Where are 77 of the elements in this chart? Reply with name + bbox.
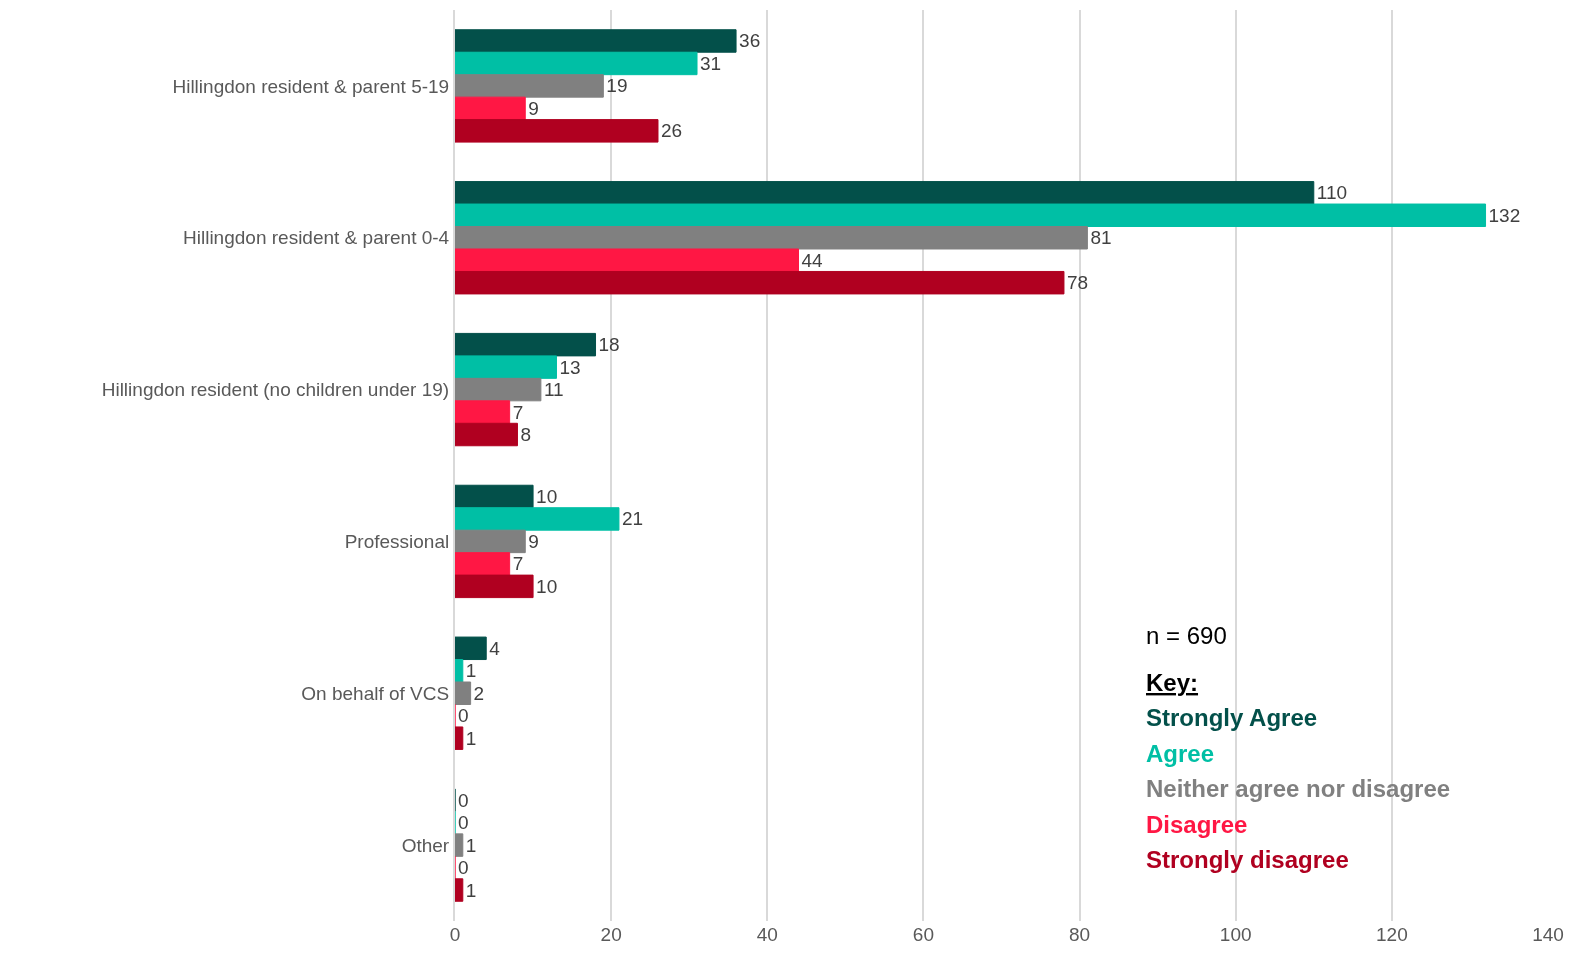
x-tick-label: 120 xyxy=(1376,924,1408,945)
bar xyxy=(455,270,1065,295)
bar xyxy=(455,507,620,531)
bar xyxy=(455,355,557,379)
bar xyxy=(455,833,464,857)
x-tick-label: 40 xyxy=(756,924,778,945)
data-label: 1 xyxy=(465,834,477,856)
annotation: n = 690 xyxy=(1146,622,1227,649)
data-label: 19 xyxy=(606,75,628,97)
data-label: 4 xyxy=(489,637,501,659)
x-tick-label: 100 xyxy=(1219,924,1252,945)
data-label: 36 xyxy=(739,30,761,52)
data-label: 10 xyxy=(536,575,558,597)
data-label: 44 xyxy=(801,249,824,271)
y-tick-label: Other xyxy=(401,834,450,856)
y-tick-label: Hillingdon resident & parent 5-19 xyxy=(172,75,450,97)
data-label: 0 xyxy=(458,705,469,727)
y-tick-label: Hillingdon resident (no children under 19) xyxy=(101,379,450,401)
data-label: 7 xyxy=(512,401,524,423)
data-label: 2 xyxy=(473,682,485,704)
bar xyxy=(455,332,597,357)
data-label: 0 xyxy=(458,857,469,879)
bar xyxy=(455,377,542,402)
bar xyxy=(455,636,487,661)
data-label: 1 xyxy=(465,727,477,749)
data-label: 1 xyxy=(465,660,477,682)
legend-title: Key: xyxy=(1146,669,1199,696)
data-label: 7 xyxy=(512,553,524,575)
x-tick-label: 60 xyxy=(912,924,934,945)
data-label: 9 xyxy=(528,530,539,552)
text: Agree xyxy=(1146,740,1215,767)
data-label: 110 xyxy=(1316,182,1348,204)
data-label: 10 xyxy=(536,485,558,507)
data-label: 1 xyxy=(465,879,477,901)
bar xyxy=(455,878,464,902)
data-label: 11 xyxy=(543,379,564,401)
x-tick-label: 80 xyxy=(1069,924,1091,945)
bar xyxy=(455,529,526,554)
x-tick-label: 140 xyxy=(1532,924,1564,945)
bar xyxy=(455,119,659,143)
bar xyxy=(455,552,511,576)
data-label: 0 xyxy=(458,812,469,834)
data-label: 8 xyxy=(520,424,532,446)
bar xyxy=(455,29,737,53)
bar xyxy=(455,574,534,599)
text: Disagree xyxy=(1146,811,1248,838)
data-label: 21 xyxy=(621,508,644,530)
y-tick-label: Professional xyxy=(344,531,450,553)
bar xyxy=(455,203,1487,228)
data-label: 18 xyxy=(598,334,620,356)
text: Strongly Agree xyxy=(1146,704,1318,731)
data-label: 0 xyxy=(458,789,469,811)
bar xyxy=(455,51,698,76)
bar xyxy=(455,96,526,121)
data-label: 31 xyxy=(700,52,722,74)
data-label: 132 xyxy=(1488,204,1521,226)
bar xyxy=(455,726,464,750)
bar xyxy=(455,422,518,447)
bar xyxy=(455,248,800,272)
bar xyxy=(455,181,1315,205)
data-label: 26 xyxy=(660,120,683,142)
bar xyxy=(455,226,1088,250)
data-label: 81 xyxy=(1090,227,1112,249)
bar xyxy=(455,659,464,683)
x-tick-label: 0 xyxy=(449,924,461,945)
text: Neither agree nor disagree xyxy=(1146,775,1451,802)
bar xyxy=(455,484,534,509)
data-label: 78 xyxy=(1066,272,1089,294)
bar xyxy=(455,681,472,705)
bar xyxy=(455,400,511,424)
bar xyxy=(455,74,604,98)
data-label: 13 xyxy=(559,356,581,378)
data-label: 9 xyxy=(528,97,539,119)
text: Strongly disagree xyxy=(1146,846,1349,873)
y-tick-label: On behalf of VCS xyxy=(301,682,450,704)
y-tick-label: Hillingdon resident & parent 0-4 xyxy=(183,227,450,249)
x-tick-label: 20 xyxy=(600,924,622,945)
